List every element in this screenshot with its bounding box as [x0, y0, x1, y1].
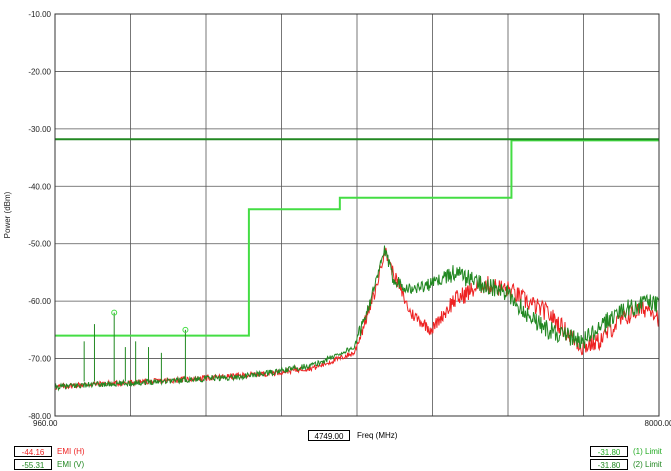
emi-v-trace: [54, 245, 660, 392]
y-tick-label: -70.00: [28, 355, 51, 364]
limit2-readout: -31.80: [590, 459, 628, 470]
limit2-legend-label: (2) Limit: [633, 460, 662, 469]
grid-lines: [55, 13, 659, 417]
y-tick-label: -10.00: [28, 10, 51, 19]
limit1-line: [55, 139, 659, 337]
x-axis-label: Freq (MHz): [357, 431, 398, 440]
limit1-legend-label: (1) Limit: [633, 447, 662, 456]
plot-frame: [54, 13, 660, 417]
peak-marker[interactable]: [182, 326, 189, 333]
y-tick-label: -30.00: [28, 125, 51, 134]
emi-h-trace: [54, 247, 660, 390]
emi-v-readout: -55.31: [14, 459, 52, 470]
y-tick-label: -40.00: [28, 182, 51, 191]
x-tick-label: 8000.00: [645, 419, 671, 428]
emi-v-legend-label: EMI (V): [57, 460, 85, 469]
y-tick-label: -80.00: [28, 412, 51, 421]
y-tick-label: -60.00: [28, 297, 51, 306]
y-tick-label: -20.00: [28, 67, 51, 76]
y-tick-label: -50.00: [28, 240, 51, 249]
y-axis-label: Power (dBm): [3, 191, 12, 238]
limit1-readout: -31.80: [590, 446, 628, 457]
x-tick-label: 960.00: [33, 419, 58, 428]
emi-h-readout: -44.16: [14, 446, 52, 457]
marker-frequency-readout[interactable]: 4749.00: [308, 430, 350, 441]
series-group: [54, 138, 660, 392]
tick-labels: -10.00 -20.00 -30.00 -40.00 -50.00 -60.00 -70.…: [28, 10, 671, 428]
emi-h-legend-label: EMI (H): [57, 447, 85, 456]
peak-marker[interactable]: [111, 309, 118, 316]
